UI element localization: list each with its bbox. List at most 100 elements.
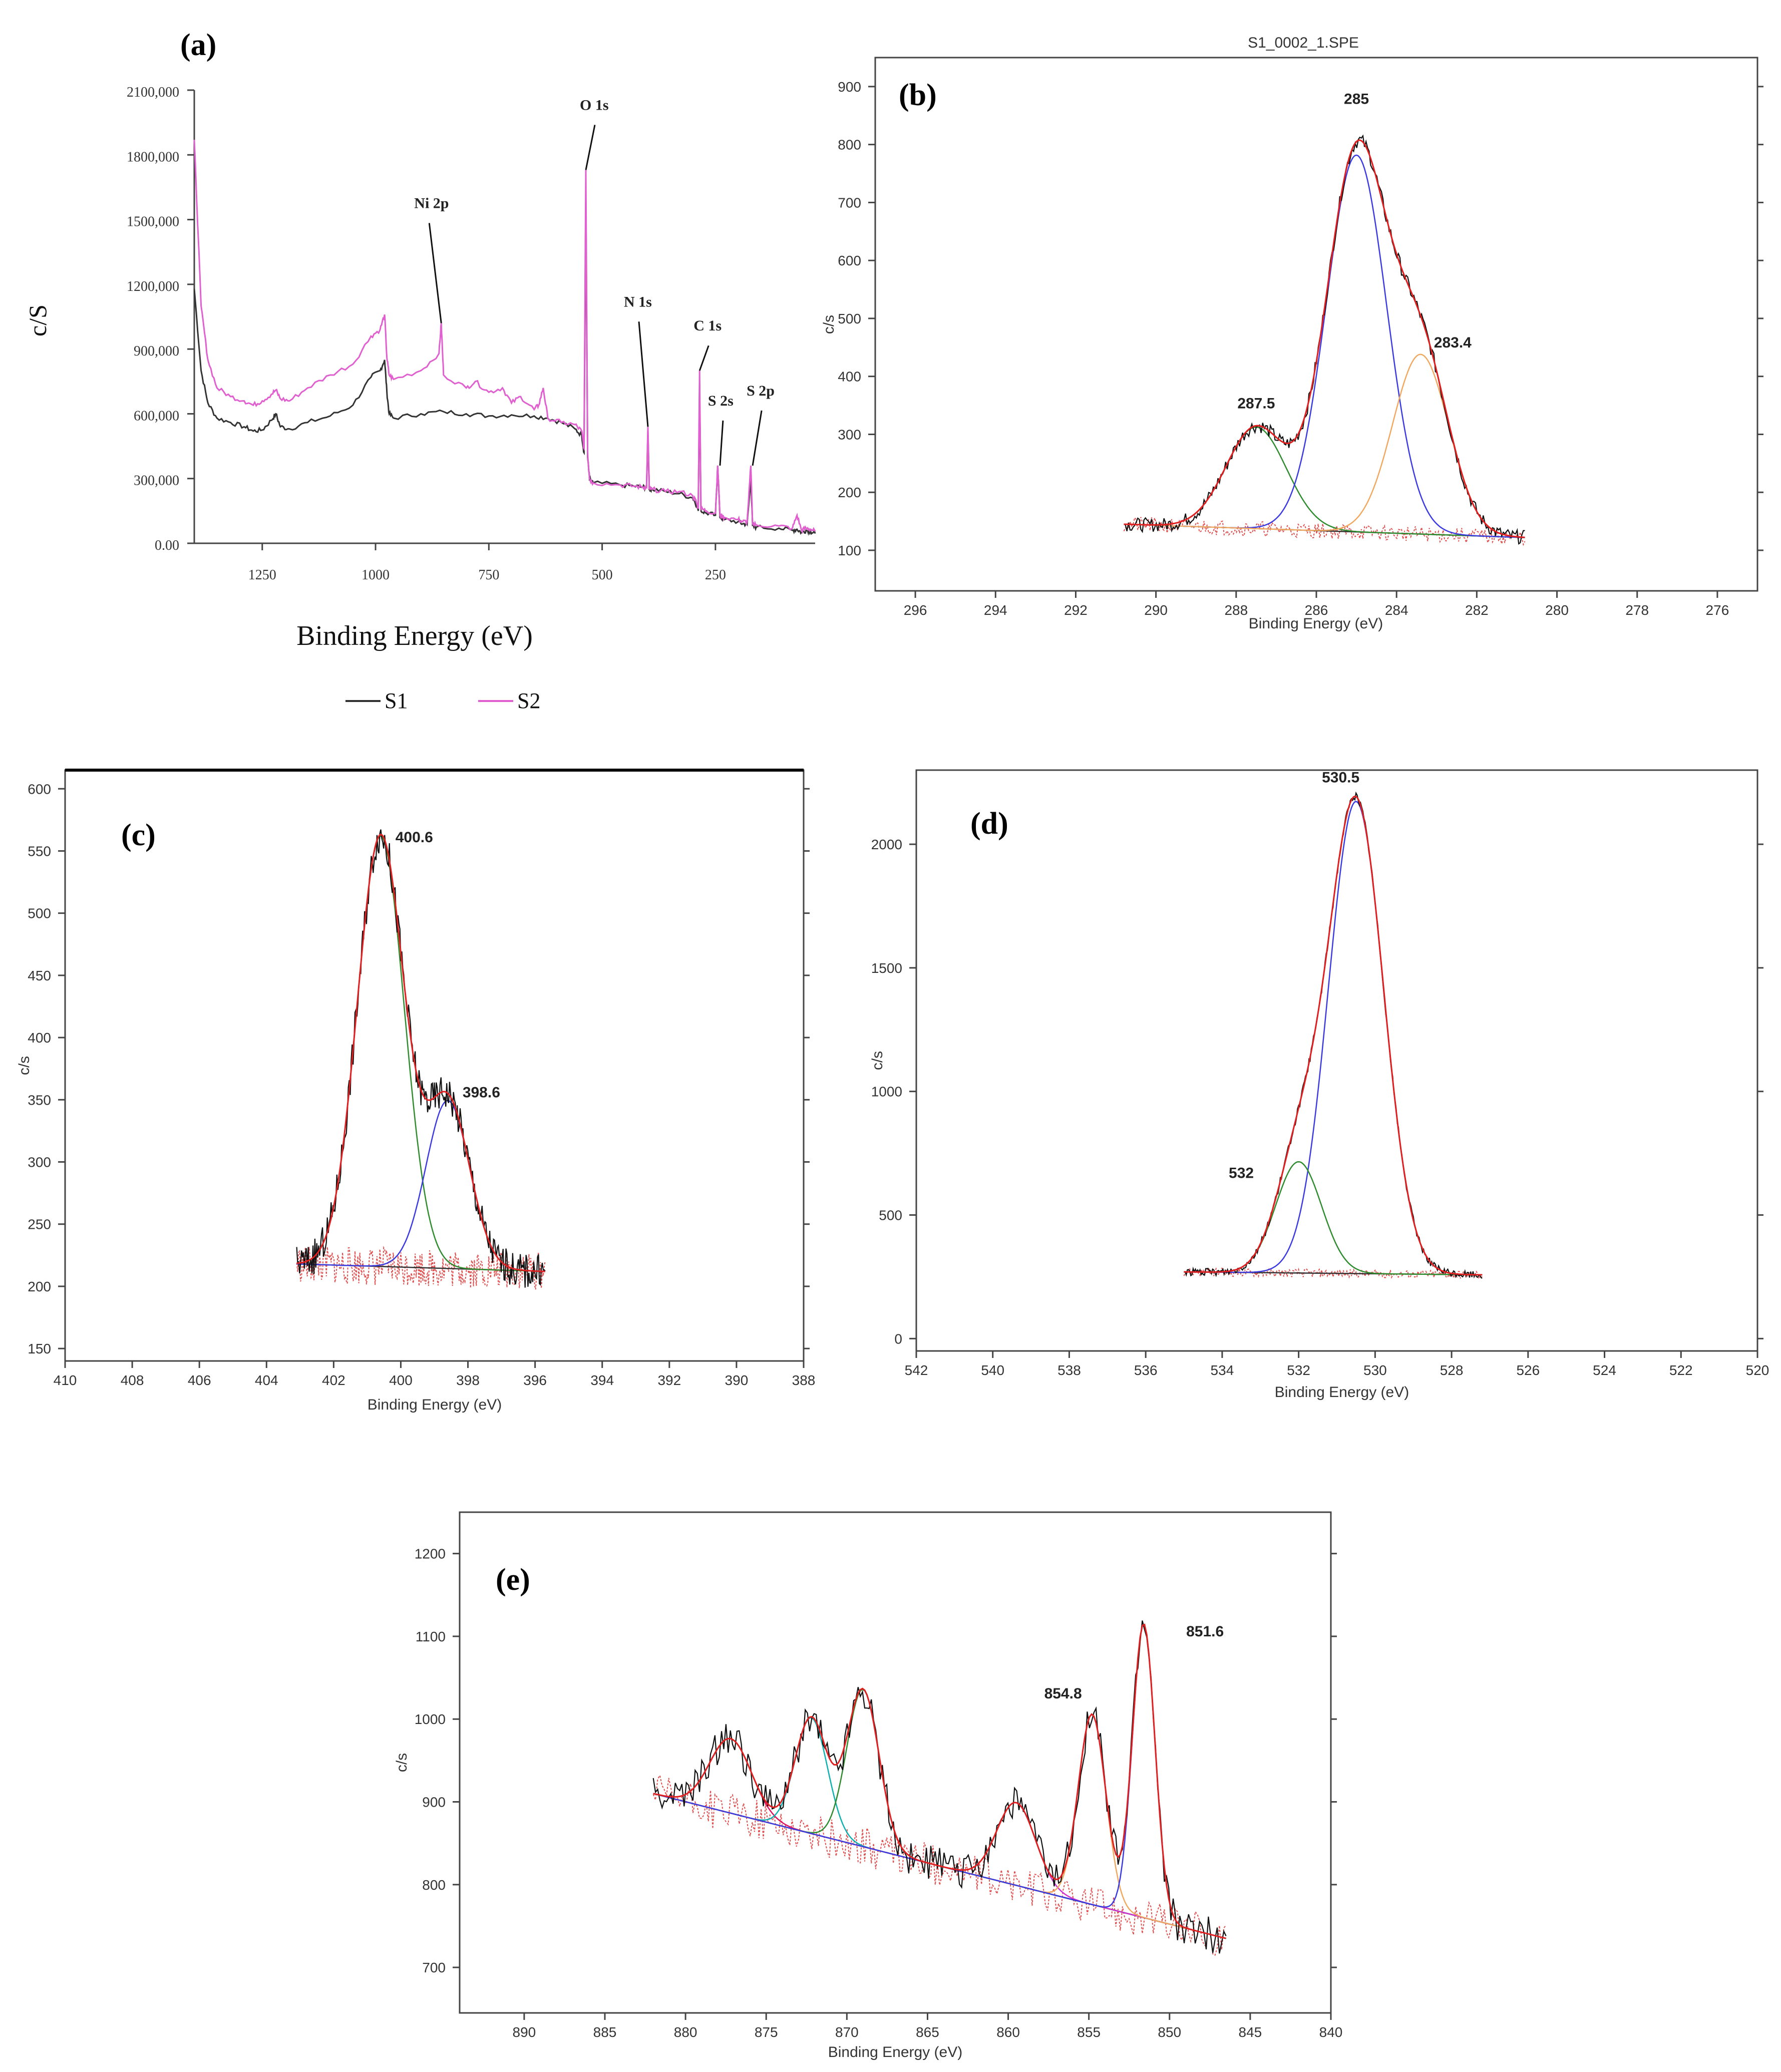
d-xtick-label: 526 [1516,1362,1540,1378]
a-annotation-leader [719,420,724,466]
d-ytick-label: 2000 [871,837,902,852]
b-ytick-label: 700 [838,195,861,210]
c-ytick-label: 550 [28,843,51,859]
b-ytick-label: 500 [838,311,861,326]
c-ytick-label: 600 [28,781,51,797]
d-frame [915,769,1758,1352]
b-peak-label: 287.5 [1237,395,1275,412]
e-y-label: c/s [394,1753,410,1772]
b-xtick-label: 286 [1305,602,1328,618]
d-xtick-label: 542 [905,1362,928,1378]
d-fit-envelope [1184,795,1483,1276]
b-xtick-label: 294 [984,602,1007,618]
b-ytick-label: 900 [838,79,861,95]
e-x-label: Binding Energy (eV) [828,2044,962,2060]
c-xtick-label: 410 [54,1372,77,1388]
b-title: S1_0002_1.SPE [1248,35,1359,51]
c-ytick-label: 150 [28,1341,51,1356]
a-annotation-leader [698,345,709,371]
e-ytick-label: 800 [422,1877,446,1893]
d-xtick-label: 530 [1363,1362,1387,1378]
a-ytick-label: 300,000 [134,473,179,489]
c-ytick-label: 350 [28,1092,51,1108]
b-ytick-label: 300 [838,427,861,442]
e-frame [459,1511,1332,2014]
c-raw-data-line [296,829,546,1288]
d-annotations: 530.5 532 [1229,770,1359,1182]
panel-a: 1250 1000 750 500 250 0.00 300,000 600,000 900,0… [24,28,816,713]
e-component-877 [653,1738,1226,1939]
b-peak-label: 285 [1344,91,1369,108]
a-ytick-label: 1200,000 [127,279,179,294]
a-annotations: O 1s Ni 2p N 1s C 1s S 2s S 2p [414,97,775,466]
c-ytick-label: 200 [28,1279,51,1294]
b-xtick-label: 284 [1385,602,1408,618]
c-xtick-label: 394 [590,1372,614,1388]
c-ticks: 410 408 406 404 402 400 398 396 394 392 390 388 150 2… [28,781,815,1388]
a-plot-area [193,140,816,536]
b-fit-envelope [1124,139,1525,538]
e-fit-envelope [653,1623,1226,1939]
e-peak-label: 851.6 [1186,1623,1224,1640]
b-xtick-label: 276 [1706,602,1729,618]
d-panel-label: (d) [970,807,1008,841]
c-ytick-label: 250 [28,1217,51,1232]
b-xtick-label: 290 [1144,602,1168,618]
b-peak-label: 283.4 [1434,334,1472,351]
c-xtick-label: 396 [523,1372,547,1388]
b-ytick-label: 200 [838,485,861,500]
e-xtick-label: 860 [996,2024,1020,2040]
c-ytick-label: 450 [28,968,51,983]
c-fit-envelope [296,834,545,1272]
e-ytick-label: 700 [422,1960,446,1975]
c-xtick-label: 402 [322,1372,345,1388]
b-plot-area [1123,134,1526,546]
b-ticks: 296 294 292 290 288 286 284 282 280 278 276 100 200 3… [838,79,1763,618]
d-xtick-label: 520 [1746,1362,1769,1378]
e-xtick-label: 840 [1319,2024,1343,2040]
c-xtick-label: 398 [456,1372,480,1388]
e-xtick-label: 870 [835,2024,859,2040]
a-annotation-label: S 2p [747,383,775,399]
d-xtick-label: 528 [1440,1362,1464,1378]
a-xtick-label: 1250 [248,567,276,583]
c-xtick-label: 392 [657,1372,681,1388]
a-ytick-label: 900,000 [134,343,179,359]
e-ytick-label: 900 [422,1795,446,1810]
a-xtick-label: 250 [705,567,726,583]
a-ytick-label: 600,000 [134,408,179,424]
d-y-label: c/s [869,1051,886,1070]
b-x-label: Binding Energy (eV) [1249,615,1383,632]
b-ytick-label: 800 [838,137,861,153]
a-annotation-leader [638,321,649,427]
panel-d: 542 540 538 536 534 532 530 528 526 524 522 520 0 500… [869,769,1769,1401]
e-xtick-label: 855 [1077,2024,1101,2040]
b-xtick-label: 292 [1064,602,1088,618]
c-xtick-label: 400 [389,1372,413,1388]
e-ytick-label: 1200 [415,1546,446,1562]
d-raw-data-line [1184,791,1483,1279]
c-plot-area [296,829,546,1290]
a-annotation-label: S 2s [708,393,734,409]
d-xtick-label: 534 [1211,1362,1234,1378]
d-ytick-label: 1500 [871,960,902,976]
d-ytick-label: 500 [879,1208,902,1223]
a-ticks: 1250 1000 750 500 250 0.00 300,000 600,000 900,0… [127,85,726,583]
c-ytick-label: 300 [28,1155,51,1170]
d-xtick-label: 540 [981,1362,1004,1378]
b-y-label: c/s [821,315,837,334]
c-xtick-label: 388 [792,1372,816,1388]
b-ytick-label: 100 [838,543,861,558]
b-xtick-label: 288 [1224,602,1248,618]
d-ytick-label: 0 [894,1331,902,1346]
e-xtick-label: 845 [1239,2024,1262,2040]
d-residual-line [1183,1267,1483,1280]
a-ytick-label: 1800,000 [127,149,179,165]
a-panel-label: (a) [180,28,216,62]
c-xtick-label: 404 [255,1372,278,1388]
panel-c: 410 408 406 404 402 400 398 396 394 392 390 388 150 2… [16,769,815,1413]
a-x-label: Binding Energy (eV) [296,620,533,651]
a-annotation-leader [428,223,442,323]
d-ytick-label: 1000 [871,1084,902,1100]
